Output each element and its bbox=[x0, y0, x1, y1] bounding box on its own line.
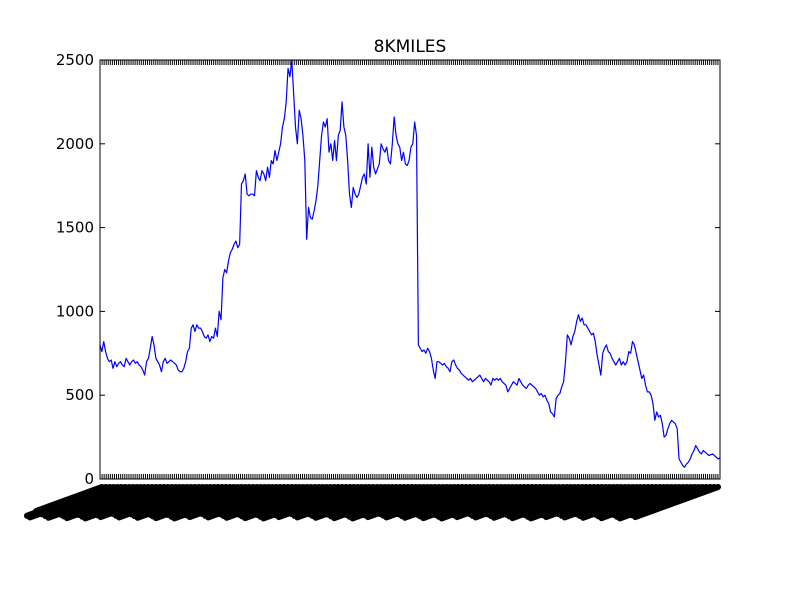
y-tick-label: 500 bbox=[65, 386, 94, 404]
y-ticks: 0 500 1000 1500 2000 2500 bbox=[56, 51, 720, 488]
series-line-0 bbox=[99, 59, 721, 468]
y-tick-label: 2500 bbox=[56, 51, 94, 69]
y-tick-label: 1000 bbox=[56, 302, 94, 320]
y-tick-label: 2000 bbox=[56, 135, 94, 153]
y-tick-label: 0 bbox=[84, 470, 94, 488]
y-tick-label: 1500 bbox=[56, 219, 94, 237]
chart-title: 8KMILES bbox=[374, 37, 447, 57]
plot-area-frame bbox=[99, 59, 721, 480]
x-ticks bbox=[99, 60, 721, 479]
series-layer bbox=[99, 59, 721, 468]
x-tick-labels bbox=[23, 484, 721, 522]
x-tick-label bbox=[632, 484, 721, 521]
